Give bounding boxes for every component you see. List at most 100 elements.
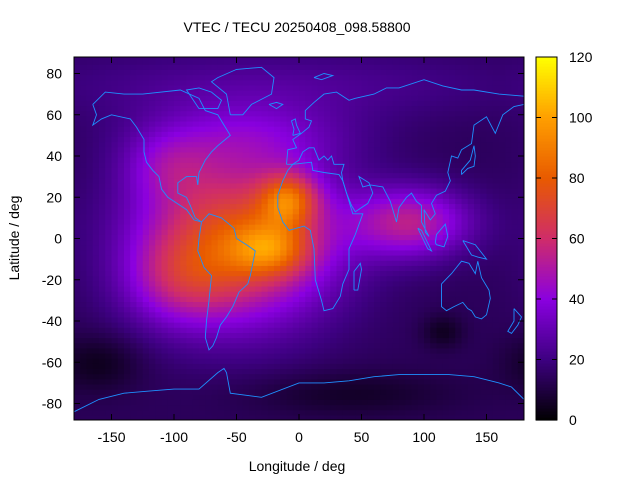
heatmap-cell [111, 327, 119, 333]
heatmap-cell [374, 327, 381, 333]
heatmap-cell [374, 280, 381, 287]
heatmap-cell [305, 131, 313, 138]
heatmap-cell [242, 291, 250, 297]
heatmap-cell [505, 167, 513, 174]
heatmap-cell [92, 394, 100, 400]
heatmap-cell [92, 347, 100, 354]
heatmap-cell [224, 342, 231, 349]
heatmap-cell [167, 322, 175, 328]
heatmap-cell [305, 182, 313, 189]
heatmap-cell [430, 306, 438, 313]
heatmap-cell [305, 234, 313, 241]
heatmap-cell [405, 414, 413, 420]
heatmap-cell [505, 224, 513, 230]
heatmap-cell [374, 347, 381, 354]
heatmap-cell [261, 249, 269, 256]
heatmap-cell [274, 172, 281, 179]
heatmap-cell [199, 146, 206, 153]
heatmap-cell [286, 363, 294, 370]
heatmap-cell [424, 399, 431, 406]
heatmap-cell [224, 301, 231, 308]
heatmap-cell [224, 84, 231, 91]
heatmap-cell [330, 337, 338, 344]
heatmap-cell [86, 177, 94, 184]
heatmap-cell [292, 126, 300, 132]
heatmap-cell [192, 239, 200, 246]
heatmap-cell [267, 90, 275, 96]
heatmap-cell [461, 84, 469, 91]
heatmap-cell [205, 383, 213, 390]
heatmap-cell [480, 224, 488, 230]
heatmap-cell [324, 79, 331, 86]
heatmap-cell [392, 327, 400, 333]
heatmap-cell [336, 84, 344, 91]
heatmap-cell [274, 64, 281, 70]
heatmap-cell [111, 244, 119, 251]
heatmap-cell [324, 95, 331, 101]
heatmap-cell [161, 110, 169, 117]
heatmap-cell [149, 213, 156, 220]
heatmap-cell [136, 95, 144, 101]
heatmap-cell [274, 260, 281, 266]
heatmap-cell [217, 414, 225, 420]
heatmap-cell [230, 172, 238, 179]
heatmap-cell [499, 270, 506, 277]
heatmap-cell [217, 115, 225, 122]
heatmap-cell [155, 363, 163, 370]
heatmap-cell [124, 167, 131, 174]
heatmap-cell [217, 59, 225, 65]
heatmap-cell [474, 270, 481, 277]
heatmap-cell [117, 352, 125, 359]
heatmap-cell [299, 115, 306, 122]
heatmap-cell [224, 229, 231, 235]
heatmap-cell [142, 327, 150, 333]
heatmap-cell [186, 126, 194, 132]
heatmap-cell [111, 126, 119, 132]
heatmap-cell [461, 306, 469, 313]
heatmap-cell [261, 57, 269, 60]
heatmap-cell [324, 177, 331, 184]
heatmap-cell [136, 363, 144, 370]
heatmap-cell [486, 337, 494, 344]
heatmap-cell [167, 239, 175, 246]
heatmap-cell [480, 203, 488, 210]
heatmap-cell [405, 224, 413, 230]
heatmap-cell [167, 327, 175, 333]
heatmap-cell [242, 383, 250, 390]
heatmap-cell [180, 90, 188, 96]
heatmap-cell [292, 332, 300, 339]
heatmap-cell [286, 337, 294, 344]
heatmap-cell [380, 404, 388, 411]
heatmap-cell [155, 213, 163, 220]
heatmap-cell [255, 74, 263, 81]
heatmap-cell [311, 126, 319, 132]
heatmap-cell [386, 187, 394, 194]
heatmap-cell [349, 157, 356, 163]
heatmap-cell [430, 389, 438, 395]
heatmap-cell [374, 352, 381, 359]
heatmap-cell [405, 322, 413, 328]
heatmap-cell [405, 255, 413, 261]
heatmap-cell [174, 285, 181, 292]
heatmap-cell [361, 394, 369, 400]
heatmap-cell [311, 373, 319, 380]
heatmap-cell [136, 280, 144, 287]
heatmap-cell [74, 126, 81, 132]
heatmap-cell [167, 213, 175, 220]
heatmap-cell [430, 399, 438, 406]
heatmap-cell [211, 404, 219, 411]
heatmap-cell [86, 358, 94, 364]
heatmap-cell [324, 409, 331, 416]
heatmap-cell [386, 378, 394, 385]
heatmap-cell [492, 126, 500, 132]
heatmap-cell [317, 316, 325, 323]
heatmap-cell [167, 203, 175, 210]
heatmap-cell [367, 120, 375, 127]
heatmap-cell [355, 218, 363, 225]
heatmap-cell [180, 203, 188, 210]
heatmap-cell [474, 146, 481, 153]
heatmap-cell [455, 115, 463, 122]
heatmap-cell [411, 280, 419, 287]
heatmap-cell [186, 244, 194, 251]
heatmap-cell [380, 167, 388, 174]
